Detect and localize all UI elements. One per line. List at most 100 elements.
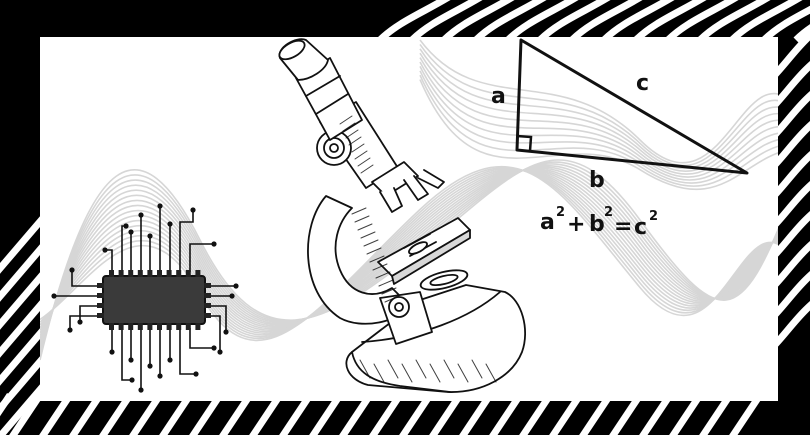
chip-pin [109,323,114,330]
chip-pin [97,303,104,308]
chip-pin [185,323,191,330]
frame-stripe [517,393,553,435]
chip-pin [97,293,104,298]
chip-pin [204,303,211,308]
chip-pin [109,270,114,277]
trace-node [193,371,199,377]
frame-stripe [187,393,223,435]
hatch-line [348,136,362,146]
formula-c-exponent: 2 [649,209,658,224]
chip-pin [97,313,104,318]
frame-stripe [457,393,493,435]
wave-line [419,70,778,184]
chip-pin [176,323,182,330]
frame-stripe [67,393,103,435]
frame-stripe [157,393,193,435]
frame-stripe [441,0,526,43]
chip-body [102,275,206,325]
formula-b: b [589,212,605,237]
trace-node [109,349,115,355]
chip-pin [157,270,162,277]
wave-line [419,57,778,175]
wave-line [419,61,778,178]
hatch-line [375,271,391,279]
frame-stripe [307,393,343,435]
pythagorean-formula: a 2 + b 2 = c 2 [540,205,658,240]
frame-stripe [667,393,703,435]
wave-line [419,66,778,181]
wave-line [40,169,778,342]
frame-stripe [697,0,782,43]
frame-stripe [697,393,733,435]
wave-line [419,39,778,164]
wave-line [419,48,778,170]
chip-pin [204,283,211,288]
chip-trace [207,315,221,352]
trace-node [147,363,153,369]
frame-stripe [127,393,163,435]
triangle-outline [515,38,749,175]
wave-line [419,74,778,187]
trace-node [211,241,217,247]
chip-pin [128,323,134,330]
trace-node [211,345,217,351]
hatch-line [359,359,371,379]
hatch-line [457,363,469,383]
frame-stripe [487,393,523,435]
frame-stripe [505,0,590,43]
trace-node [138,387,144,393]
formula-c: c [634,215,647,240]
trace-node [167,221,173,227]
trace-node [77,319,83,325]
frame-stripe [547,393,583,435]
chip-pin [195,270,201,277]
trace-node [102,247,108,253]
trace-node [51,293,57,299]
trace-node [67,327,73,333]
hatch-line [443,359,455,379]
chip-trace [207,305,227,332]
hatch-line [354,150,368,160]
chip-trace [189,328,214,349]
trace-node [129,377,135,383]
wave-line [40,167,778,340]
frame-stripe [607,393,643,435]
chip-pin [166,323,172,330]
frame-stripe [537,0,622,43]
chip-pin [118,270,124,277]
side-c-label: c [636,71,649,96]
chip-pin [157,323,162,330]
wave-line [40,165,778,342]
hatch-line [342,122,356,132]
trace-node [217,349,223,355]
chip-pin [147,323,153,330]
frame-stripe [97,393,133,435]
trace-node [233,283,239,289]
frame-stripe [577,393,613,435]
hatch-line [351,207,367,215]
trace-node [223,329,229,335]
formula-b-exponent: 2 [604,205,613,220]
chip-pin [204,293,211,298]
frame-stripe [569,0,654,43]
hatch-line [415,359,427,379]
chip-trace [179,210,194,272]
frame-stripe [601,0,686,43]
chip-pin [118,323,124,330]
hatch-line [373,363,385,383]
side-b-label: b [589,168,605,193]
trace-node [147,233,153,239]
hatch-line [345,129,359,139]
wave-line [40,169,778,339]
chip-pin [128,270,134,277]
formula-a-exponent: 2 [556,205,565,220]
hatch-line [485,363,497,383]
frame-stripe [409,0,494,43]
hatch-line [471,359,483,379]
hatch-line [401,363,413,383]
chip-trace [179,328,196,375]
formula-equals: = [614,214,632,239]
frame-stripe [761,0,810,43]
hatch-line [387,359,399,379]
trace-node [138,212,144,218]
